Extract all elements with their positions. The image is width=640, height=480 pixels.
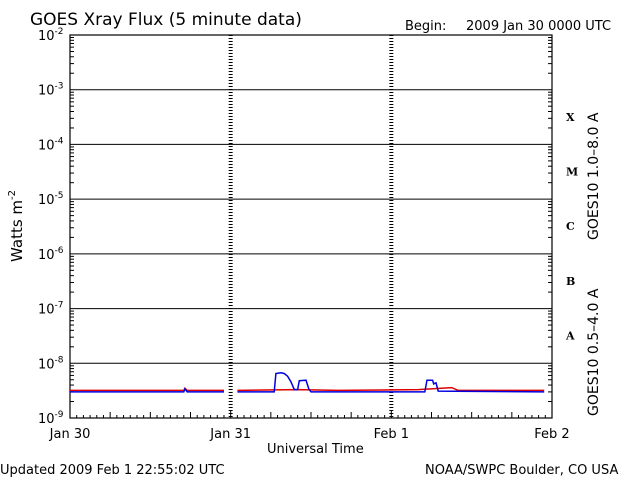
flare-class-b: B (566, 275, 575, 288)
plot-frame (69, 34, 553, 419)
flare-class-labels: X M C B A (565, 111, 578, 343)
updated-timestamp: Updated 2009 Feb 1 22:55:02 UTC (0, 463, 225, 478)
y-tick-label: 10-8 (38, 355, 64, 372)
x-tick-label: Feb 2 (534, 427, 569, 442)
begin-label: Begin: (405, 19, 446, 34)
data-credit: NOAA/SWPC Boulder, CO USA (425, 463, 618, 478)
y-tick-base: 10 (38, 412, 55, 427)
legend-long-channel: GOES10 1.0–8.0 A (586, 112, 602, 240)
x-tick-label: Jan 31 (209, 427, 251, 442)
y-tick-labels: 10-210-310-410-510-610-710-810-9 (38, 27, 64, 427)
y-axis-label: Watts m-2 (7, 190, 26, 262)
flare-class-c: C (566, 220, 575, 233)
x-axis-label: Universal Time (267, 442, 364, 457)
y-tick-label: 10-2 (38, 27, 64, 44)
series-layer (70, 372, 545, 393)
y-tick-label: 10-5 (38, 191, 64, 208)
x-tick-label: Feb 1 (374, 427, 409, 442)
y-tick-label: 10-4 (38, 136, 64, 153)
y-tick-base: 10 (38, 357, 55, 372)
y-tick-exponent: -2 (55, 27, 64, 37)
y-tick-label: 10-3 (38, 82, 64, 99)
y-tick-exponent: -7 (55, 301, 64, 311)
flare-class-a: A (565, 330, 575, 343)
y-tick-exponent: -4 (55, 136, 64, 146)
y-tick-exponent: -9 (55, 410, 64, 420)
y-tick-exponent: -6 (55, 246, 64, 256)
y-tick-exponent: -3 (55, 82, 64, 92)
y-tick-base: 10 (38, 248, 55, 263)
flare-class-m: M (566, 166, 578, 179)
y-tick-label: 10-7 (38, 301, 64, 318)
y-axis-label-exponent: -2 (7, 190, 18, 200)
x-tick-label: Jan 30 (49, 427, 91, 442)
y-tick-base: 10 (38, 138, 55, 153)
y-tick-label: 10-6 (38, 246, 64, 263)
legend-short-channel: GOES10 0.5–4.0 A (586, 288, 602, 416)
series-short-channel-line (70, 372, 545, 393)
chart-title: GOES Xray Flux (5 minute data) (30, 10, 302, 30)
y-tick-base: 10 (38, 29, 55, 44)
y-tick-exponent: -8 (55, 355, 64, 365)
y-tick-exponent: -5 (55, 191, 64, 201)
flare-class-x: X (566, 111, 575, 124)
x-tick-labels: Jan 30 Jan 31 Feb 1 Feb 2 (49, 427, 570, 442)
y-tick-base: 10 (38, 193, 55, 208)
y-tick-label: 10-9 (38, 410, 64, 427)
y-tick-base: 10 (38, 303, 55, 318)
y-tick-base: 10 (38, 84, 55, 99)
grid-layer (69, 35, 553, 418)
series-long-channel-line (70, 386, 545, 392)
y-axis-label-text: Watts m (8, 200, 26, 262)
begin-value: 2009 Jan 30 0000 UTC (466, 19, 611, 34)
